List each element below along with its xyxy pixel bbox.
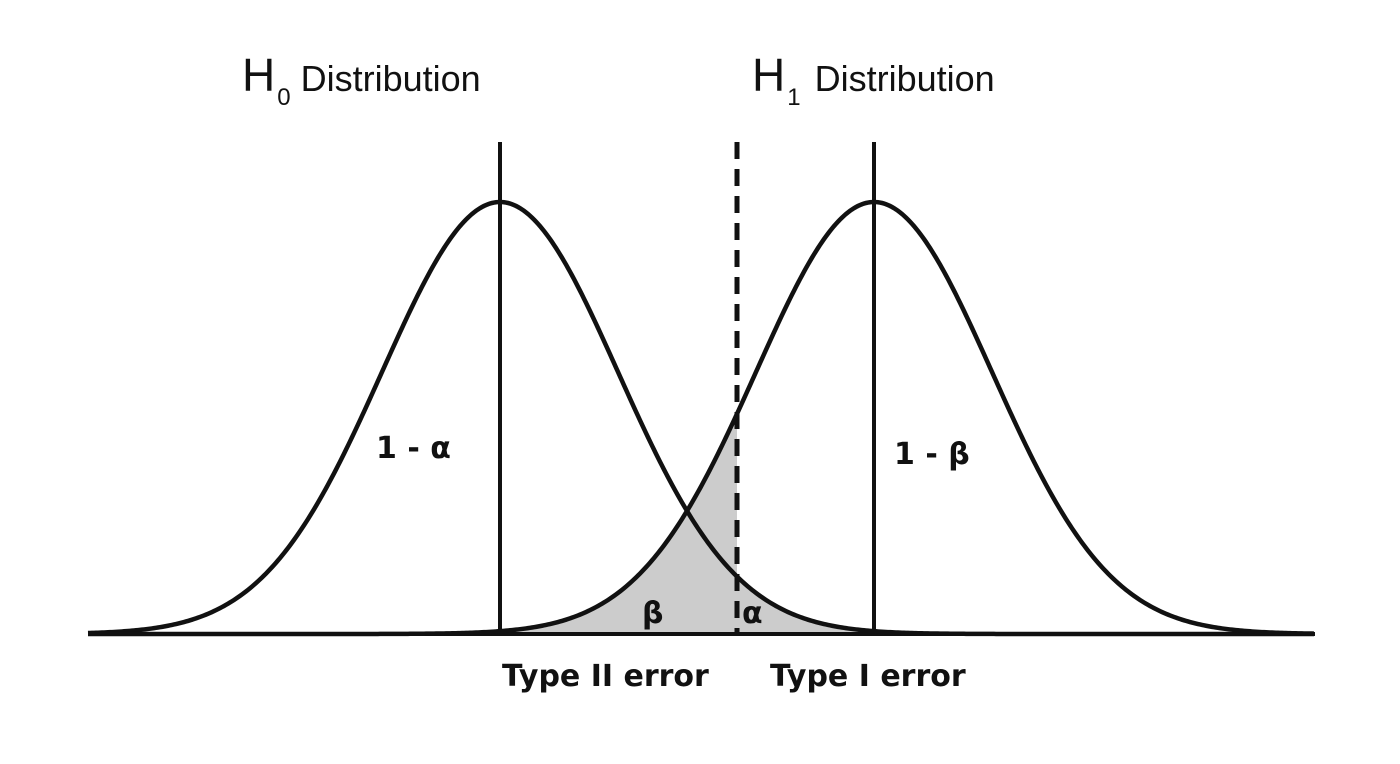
h0-title-letter: H xyxy=(242,49,275,101)
h1-title: H1 Distribution xyxy=(752,49,995,111)
h0-title-subscript: 0 xyxy=(277,84,290,111)
h0-distribution-curve xyxy=(87,199,1314,637)
h1-center-label: 1 - β xyxy=(894,437,970,472)
type-i-error-label: Type I error xyxy=(770,659,966,694)
h0-title: H0 Distribution xyxy=(242,49,481,111)
h1-title-letter: H xyxy=(752,49,785,101)
error-region-shading xyxy=(500,413,874,634)
h0-center-label: 1 - α xyxy=(376,431,451,466)
h0-title-text: Distribution xyxy=(301,58,481,99)
h1-title-subscript: 1 xyxy=(787,84,800,111)
h1-title-text: Distribution xyxy=(815,58,995,99)
h1-distribution-curve xyxy=(88,199,1315,637)
type-ii-error-label: Type II error xyxy=(502,659,709,694)
beta-region-label: β xyxy=(642,596,663,631)
alpha-region-label: α xyxy=(742,596,763,631)
